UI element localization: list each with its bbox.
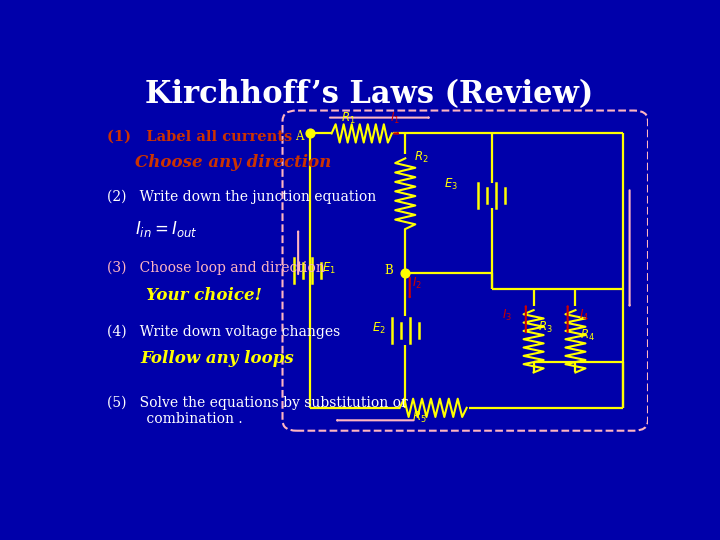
- Point: [305, 129, 316, 138]
- Text: (2)   Write down the junction equation: (2) Write down the junction equation: [107, 190, 376, 204]
- Text: B: B: [384, 264, 393, 277]
- Text: $R_1$: $R_1$: [341, 111, 356, 126]
- Text: $I_{in} = I_{out}$: $I_{in} = I_{out}$: [135, 219, 197, 239]
- Text: $R_2$: $R_2$: [413, 150, 428, 165]
- Text: A: A: [294, 130, 303, 143]
- Text: Your choice!: Your choice!: [145, 287, 261, 304]
- Text: $E_2$: $E_2$: [372, 321, 386, 336]
- Point: [400, 268, 411, 277]
- Text: $I_2$: $I_2$: [412, 276, 422, 292]
- Text: (1)   Label all currents: (1) Label all currents: [107, 129, 292, 143]
- Text: $I_4$: $I_4$: [579, 307, 589, 322]
- Text: $E_1$: $E_1$: [322, 261, 336, 276]
- Text: (5)   Solve the equations by substitution or
         combination .: (5) Solve the equations by substitution …: [107, 395, 408, 426]
- Text: $I_3$: $I_3$: [503, 307, 513, 322]
- Text: (3)   Choose loop and direction: (3) Choose loop and direction: [107, 260, 325, 275]
- Text: Kirchhoff’s Laws (Review): Kirchhoff’s Laws (Review): [145, 79, 593, 110]
- Text: $E_3$: $E_3$: [444, 177, 459, 192]
- Text: Follow any loops: Follow any loops: [140, 349, 294, 367]
- Text: $R_5$: $R_5$: [412, 410, 427, 426]
- Text: $I_1$: $I_1$: [390, 111, 400, 126]
- Text: (4)   Write down voltage changes: (4) Write down voltage changes: [107, 325, 340, 339]
- Text: Choose any direction: Choose any direction: [135, 154, 331, 171]
- Text: $R_4$: $R_4$: [580, 328, 595, 343]
- Text: $R_3$: $R_3$: [538, 320, 553, 335]
